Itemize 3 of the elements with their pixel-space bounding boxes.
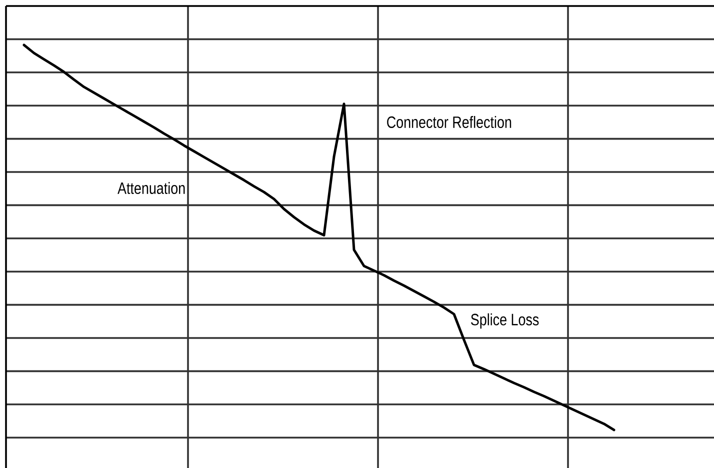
annotation: Splice Loss [471,313,539,329]
annotation: Connector Reflection [387,116,512,128]
annotation: Attenuation [118,182,185,194]
